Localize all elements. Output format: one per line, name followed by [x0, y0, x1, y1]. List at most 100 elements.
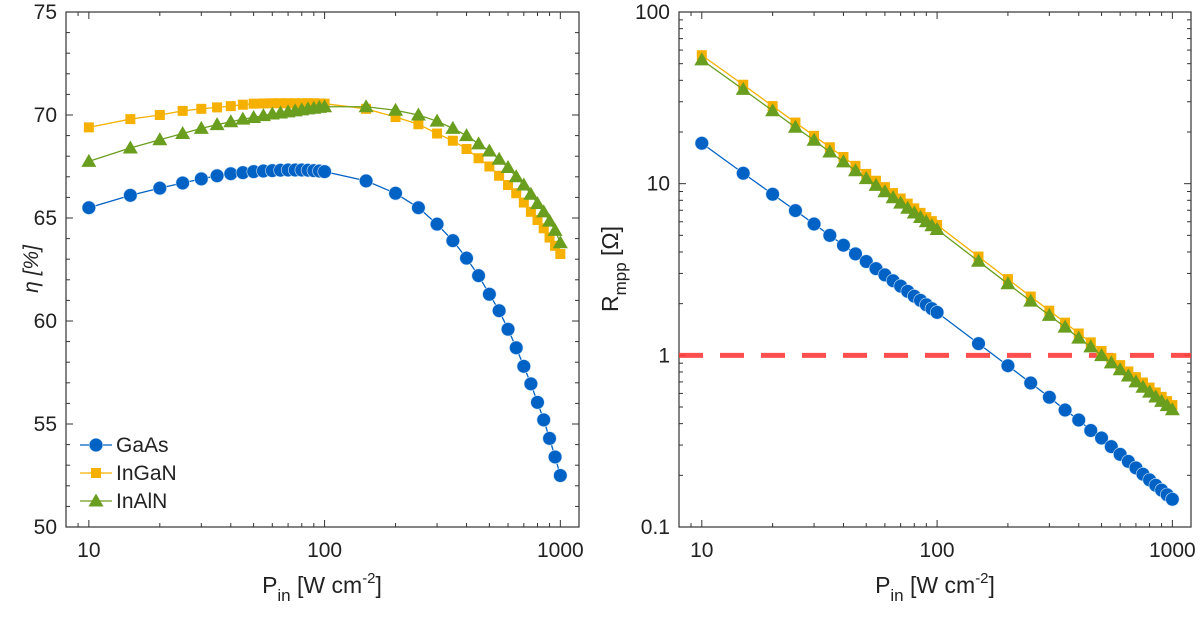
data-point: [542, 213, 558, 227]
data-point: [787, 119, 803, 133]
data-point: [538, 223, 549, 234]
data-point: [530, 395, 545, 410]
data-point: [1071, 412, 1086, 428]
data-point: [547, 222, 563, 236]
data-point: [1071, 330, 1087, 344]
data-point: [267, 98, 278, 109]
data-point: [1112, 362, 1128, 376]
legend-marker: [88, 493, 104, 507]
data-point: [152, 132, 168, 146]
data-point: [459, 128, 475, 142]
data-point: [152, 181, 167, 196]
data-point: [806, 132, 822, 146]
data-point: [1094, 348, 1110, 362]
data-point: [317, 164, 332, 179]
data-point: [532, 215, 543, 226]
data-point: [1103, 355, 1119, 369]
data-point: [290, 98, 301, 109]
y-tick-label: 75: [34, 1, 57, 24]
data-point: [447, 135, 458, 146]
data-point: [81, 153, 97, 167]
data-point: [275, 98, 286, 109]
data-point: [822, 144, 838, 158]
data-point: [413, 119, 424, 130]
left-xlabel: Pin [W cm-2]: [262, 570, 382, 605]
data-point: [210, 168, 225, 183]
data-point: [536, 412, 551, 427]
y-tick-label: 65: [34, 207, 57, 230]
data-point: [410, 107, 426, 121]
data-point: [1000, 276, 1016, 290]
data-point: [516, 177, 532, 191]
data-point: [1023, 375, 1038, 391]
data-point: [893, 195, 909, 209]
data-point: [552, 235, 568, 249]
legend-marker: [91, 468, 101, 478]
data-point: [1094, 430, 1109, 446]
data-point: [835, 154, 851, 168]
data-point: [836, 238, 851, 253]
data-point: [511, 188, 522, 199]
plot-frame: [678, 11, 1192, 528]
data-point: [736, 166, 751, 181]
legend-label: GaAs: [116, 434, 169, 457]
data-point: [542, 431, 557, 446]
data-point: [509, 340, 524, 355]
data-point: [503, 180, 514, 191]
y-tick-label: 1: [658, 344, 670, 367]
x-tick-label: 100: [307, 539, 342, 562]
data-point: [481, 143, 497, 157]
data-point: [193, 120, 209, 134]
data-point: [765, 187, 780, 202]
data-point: [492, 303, 507, 318]
data-point: [544, 232, 555, 243]
data-point: [175, 175, 190, 191]
data-point: [445, 233, 460, 248]
data-point: [1165, 492, 1180, 507]
data-point: [223, 114, 239, 128]
resistance-plot: 10 100 1000 0.1 1 10 100: [635, 1, 1196, 562]
y-tick-label: 50: [34, 516, 57, 539]
data-point: [388, 186, 403, 201]
data-point: [235, 111, 251, 125]
series-line: [88, 169, 561, 476]
legend-label: InGaN: [116, 462, 177, 485]
data-point: [858, 171, 874, 185]
data-point: [1041, 307, 1057, 321]
data-point: [859, 254, 874, 269]
data-point: [411, 200, 426, 215]
data-point: [1000, 358, 1016, 373]
data-point: [473, 153, 484, 164]
efficiency-plot: 10 100 1000 50 55 60 65 70 75 GaAs InGaN InAlN: [34, 1, 584, 562]
data-point: [553, 468, 568, 483]
data-point: [177, 105, 188, 116]
data-point: [929, 221, 945, 235]
data-point: [125, 114, 136, 125]
data-point: [196, 103, 207, 114]
data-point: [765, 103, 781, 117]
data-point: [248, 98, 259, 109]
data-point: [432, 128, 443, 139]
data-point: [971, 253, 987, 267]
data-point: [848, 246, 863, 261]
right-ylabel: Rmpp [Ω]: [597, 226, 630, 312]
x-tick-label: 10: [690, 539, 713, 562]
data-point: [388, 102, 404, 116]
data-point: [525, 206, 536, 217]
data-point: [1120, 368, 1136, 382]
data-point: [694, 52, 710, 66]
legend-marker: [88, 437, 104, 453]
data-point: [971, 336, 986, 351]
data-point: [494, 170, 505, 181]
x-tick-label: 100: [920, 539, 955, 562]
data-point: [194, 171, 209, 186]
data-point: [1128, 374, 1144, 388]
data-point: [500, 322, 516, 337]
data-point: [1057, 319, 1073, 333]
data-point: [1083, 339, 1099, 353]
x-tick-label: 10: [77, 539, 100, 562]
x-tick-label: 1000: [537, 539, 584, 562]
data-point: [806, 216, 822, 232]
data-point: [1023, 293, 1039, 307]
data-point: [822, 228, 837, 243]
